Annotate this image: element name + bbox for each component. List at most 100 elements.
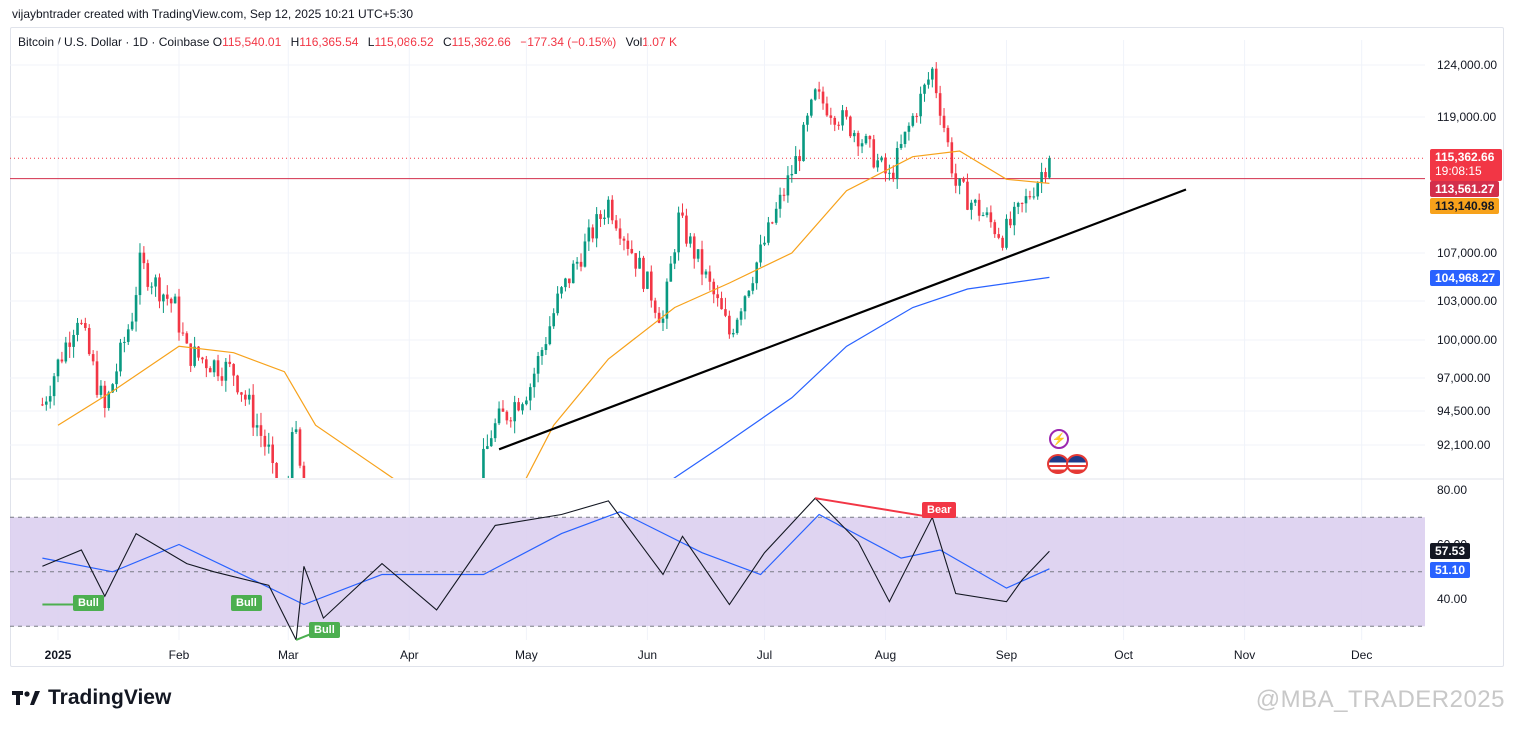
candle-body (841, 110, 844, 126)
candle-body (334, 643, 337, 647)
candle-body (1048, 158, 1051, 178)
candle-body (240, 392, 243, 395)
candle-body (290, 432, 294, 478)
candle-body (357, 654, 360, 659)
candle-body (532, 373, 536, 388)
candle-body (845, 110, 848, 117)
candle-body (700, 249, 704, 275)
candle-body (338, 642, 341, 643)
ma-fast-badge: 113,140.98 (1430, 198, 1500, 214)
candle-body (84, 323, 87, 328)
candle-body (134, 295, 138, 322)
low-label: L (367, 35, 375, 49)
tradingview-brand[interactable]: TradingView (12, 686, 171, 710)
rsi-group (10, 497, 1425, 640)
candle-body (64, 342, 68, 362)
rsi-ma-line (42, 511, 1050, 606)
candle-body (661, 318, 665, 323)
candle-body (52, 376, 56, 397)
volume-label: Vol (625, 35, 643, 49)
candle-body (798, 156, 801, 162)
candle-body (205, 359, 208, 369)
bull-signal-label: Bull (309, 622, 340, 638)
candle-body (653, 300, 657, 313)
candle-body (138, 252, 142, 296)
candle-body (806, 115, 809, 125)
candle-body (790, 173, 794, 176)
candle-body (197, 346, 200, 358)
candle-body (657, 312, 661, 323)
candle-body (610, 199, 614, 221)
candle-body (821, 91, 825, 104)
candle-body (420, 664, 423, 680)
rsi-line (42, 497, 1050, 640)
candle-body (369, 637, 372, 648)
candle-body (41, 404, 44, 406)
bear-signal-label: Bear (922, 502, 957, 518)
time-tick-label: Dec (1351, 648, 1372, 662)
level-price-badge: 113,561.27 (1430, 181, 1500, 197)
countdown-value: 19:08:15 (1435, 164, 1482, 178)
price-tick-label: 124,000.00 (1437, 58, 1497, 72)
candle-body (938, 93, 942, 116)
candle-body (849, 116, 852, 137)
candle-body (536, 356, 540, 374)
candle-body (825, 103, 829, 116)
candle-body (263, 435, 267, 447)
candle-body (501, 408, 505, 412)
candle-body (130, 321, 134, 330)
candle-body (60, 359, 64, 362)
candle-body (365, 648, 368, 651)
candle-body (439, 646, 442, 665)
price-tick-label: 92,100.00 (1437, 438, 1491, 452)
candle-body (1028, 196, 1032, 198)
candle-body (934, 68, 938, 94)
candle-body (603, 217, 606, 219)
lightning-event-icon[interactable]: ⚡ (1049, 429, 1069, 449)
candle-body (346, 627, 349, 630)
candle-body (509, 420, 513, 422)
last-price-value: 115,362.66 (1435, 150, 1495, 164)
candle-body (95, 361, 99, 395)
candle-body (201, 357, 204, 360)
candle-body (970, 202, 973, 210)
candle-body (1001, 237, 1004, 248)
candle-body (673, 252, 677, 264)
candle-body (528, 387, 532, 401)
ma-slow-badge: 104,968.27 (1430, 270, 1501, 286)
candle-body (931, 68, 934, 80)
candle-body (189, 343, 193, 366)
candle-body (587, 227, 591, 242)
candle-body (685, 215, 688, 244)
candle-body (72, 334, 75, 347)
candle-body (271, 444, 274, 464)
candle-body (770, 222, 774, 224)
candle-body (891, 172, 895, 180)
candle-body (595, 214, 598, 239)
candle-body (607, 199, 610, 218)
open-value: 115,540.01 (222, 35, 282, 49)
candle-body (493, 423, 497, 439)
candle-body (739, 311, 743, 320)
candle-body (1044, 172, 1047, 178)
candle-body (794, 156, 798, 174)
candle-body (704, 271, 708, 275)
candle-body (942, 115, 946, 128)
candle-body (833, 117, 837, 125)
us-flag-event-icon[interactable] (1066, 454, 1088, 474)
candle-body (361, 651, 364, 659)
candle-body (778, 194, 782, 209)
candle-body (696, 249, 700, 259)
candle-body (977, 199, 981, 216)
candle-body (759, 244, 762, 263)
candle-body (564, 278, 567, 288)
candle-body (150, 286, 153, 288)
candle-body (158, 277, 161, 302)
candle-body (220, 376, 224, 381)
candle-body (544, 344, 548, 351)
time-tick-label: Mar (278, 648, 299, 662)
time-tick-label: Feb (169, 648, 190, 662)
candle-body (973, 199, 977, 203)
candle-body (87, 327, 91, 355)
